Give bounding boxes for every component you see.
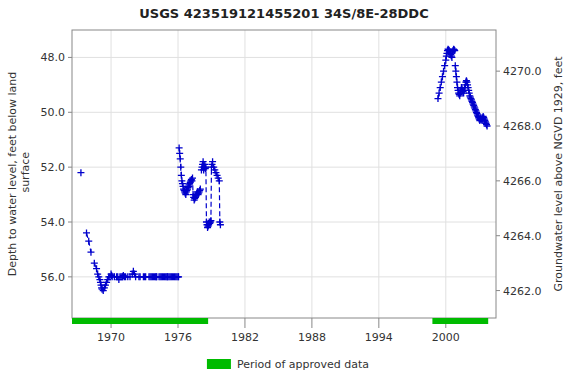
marker bbox=[438, 79, 445, 86]
marker bbox=[87, 249, 94, 256]
y2-tick-label: 4266.0 bbox=[503, 175, 542, 188]
y-tick-label: 56.0 bbox=[41, 271, 66, 284]
chart: USGS 423519121455201 34S/8E-28DDC1970197… bbox=[0, 0, 576, 384]
marker bbox=[450, 46, 457, 53]
marker bbox=[77, 169, 84, 176]
y-tick bbox=[68, 222, 72, 223]
grid bbox=[72, 30, 496, 318]
y2-axis-label: Groundwater level above NGVD 1929, feet bbox=[552, 56, 565, 292]
x-tick-label: 1982 bbox=[231, 331, 259, 344]
y2-tick bbox=[496, 180, 500, 181]
y2-tick-label: 4268.0 bbox=[503, 120, 542, 133]
y-axis-label-line: Depth to water level, feet below land bbox=[6, 72, 19, 277]
marker bbox=[207, 217, 214, 224]
y-tick bbox=[68, 167, 72, 168]
legend-label: Period of approved data bbox=[237, 358, 369, 371]
approved-period-bar bbox=[432, 318, 488, 324]
marker bbox=[439, 73, 446, 80]
y2-tick-label: 4264.0 bbox=[503, 230, 542, 243]
x-tick bbox=[244, 318, 245, 328]
marker bbox=[177, 164, 184, 171]
series-group bbox=[77, 46, 490, 294]
y-tick bbox=[68, 57, 72, 58]
y-tick bbox=[68, 112, 72, 113]
x-tick bbox=[378, 318, 379, 328]
y2-tick bbox=[496, 126, 500, 127]
series-line bbox=[438, 49, 455, 98]
grid-line bbox=[72, 167, 496, 168]
y-axis-label: Depth to water level, feet below land su… bbox=[6, 72, 32, 277]
y-axis-label-line: surface bbox=[19, 152, 32, 196]
background bbox=[0, 0, 576, 384]
title: USGS 423519121455201 34S/8E-28DDC bbox=[139, 6, 428, 21]
x-tick bbox=[311, 318, 312, 328]
grid-line bbox=[311, 30, 312, 318]
y2-tick bbox=[496, 235, 500, 236]
y2-tick-label: 4262.0 bbox=[503, 285, 542, 298]
marker bbox=[451, 46, 458, 53]
series-line bbox=[455, 66, 487, 126]
marker bbox=[197, 186, 204, 193]
series-line bbox=[208, 162, 221, 228]
marker bbox=[451, 47, 458, 54]
grid-line bbox=[378, 30, 379, 318]
marker bbox=[436, 90, 443, 97]
y2-tick-label: 4270.0 bbox=[503, 65, 542, 78]
y-tick-label: 54.0 bbox=[41, 216, 66, 229]
marker bbox=[209, 158, 216, 165]
marker bbox=[189, 175, 196, 182]
x-tick-label: 2000 bbox=[432, 331, 460, 344]
grid-line bbox=[72, 222, 496, 223]
approved-period-bar bbox=[72, 318, 208, 324]
x-tick-label: 1988 bbox=[298, 331, 326, 344]
marker bbox=[217, 221, 224, 228]
marker bbox=[177, 155, 184, 162]
approved-periods bbox=[72, 318, 488, 324]
y-tick bbox=[68, 276, 72, 277]
y-tick-label: 52.0 bbox=[41, 161, 66, 174]
marker bbox=[216, 177, 223, 184]
axes: 1970 1976 1982 1988 1994 2000 48.0 50.0 52.0 54.0… bbox=[41, 51, 542, 344]
plot-frame bbox=[72, 30, 496, 318]
grid-line bbox=[445, 30, 446, 318]
marker bbox=[93, 265, 100, 272]
y2-tick bbox=[496, 71, 500, 72]
marker bbox=[484, 123, 491, 130]
grid-line bbox=[72, 112, 496, 113]
marker bbox=[441, 62, 448, 69]
y2-tick bbox=[496, 290, 500, 291]
legend: Period of approved data bbox=[207, 358, 369, 371]
grid-line bbox=[72, 57, 496, 58]
marker bbox=[175, 273, 182, 280]
x-tick-label: 1976 bbox=[164, 331, 192, 344]
grid-line bbox=[244, 30, 245, 318]
y-tick-label: 50.0 bbox=[41, 106, 66, 119]
x-tick-label: 1970 bbox=[97, 331, 125, 344]
marker bbox=[83, 229, 90, 236]
x-tick-label: 1994 bbox=[365, 331, 393, 344]
marker bbox=[437, 84, 444, 91]
y-tick-label: 48.0 bbox=[41, 51, 66, 64]
marker bbox=[175, 273, 182, 280]
marker bbox=[434, 95, 441, 102]
marker bbox=[440, 68, 447, 75]
marker bbox=[85, 238, 92, 245]
legend-swatch bbox=[207, 359, 231, 369]
